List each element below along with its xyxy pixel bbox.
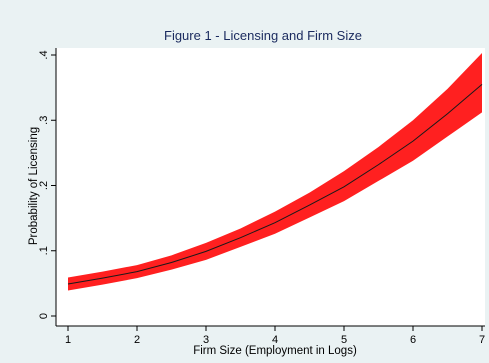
y-tick-label: .3 — [38, 116, 50, 125]
x-tick-label: 4 — [272, 334, 278, 346]
y-tick-label: .4 — [38, 50, 50, 59]
x-tick-label: 2 — [134, 334, 140, 346]
x-axis-label: Firm Size (Employment in Logs) — [193, 345, 357, 357]
x-tick-label: 7 — [479, 334, 485, 346]
y-tick-label: .2 — [38, 181, 50, 190]
x-tick-label: 5 — [341, 334, 347, 346]
series-line — [67, 83, 483, 285]
y-tick-label: 0 — [38, 313, 50, 319]
y-axis-label: Probability of Licensing — [28, 127, 40, 245]
x-axis-ticks: 1 2 3 4 5 6 7 — [65, 326, 485, 346]
x-tick-label: 6 — [410, 334, 416, 346]
x-tick-label: 3 — [203, 334, 209, 346]
plot-area — [56, 48, 485, 326]
x-tick-label: 1 — [65, 334, 71, 346]
y-tick-label: .1 — [38, 246, 50, 255]
y-axis-ticks: 0 .1 .2 .3 .4 — [38, 50, 56, 319]
chart-title: Figure 1 - Licensing and Firm Size — [164, 28, 362, 43]
